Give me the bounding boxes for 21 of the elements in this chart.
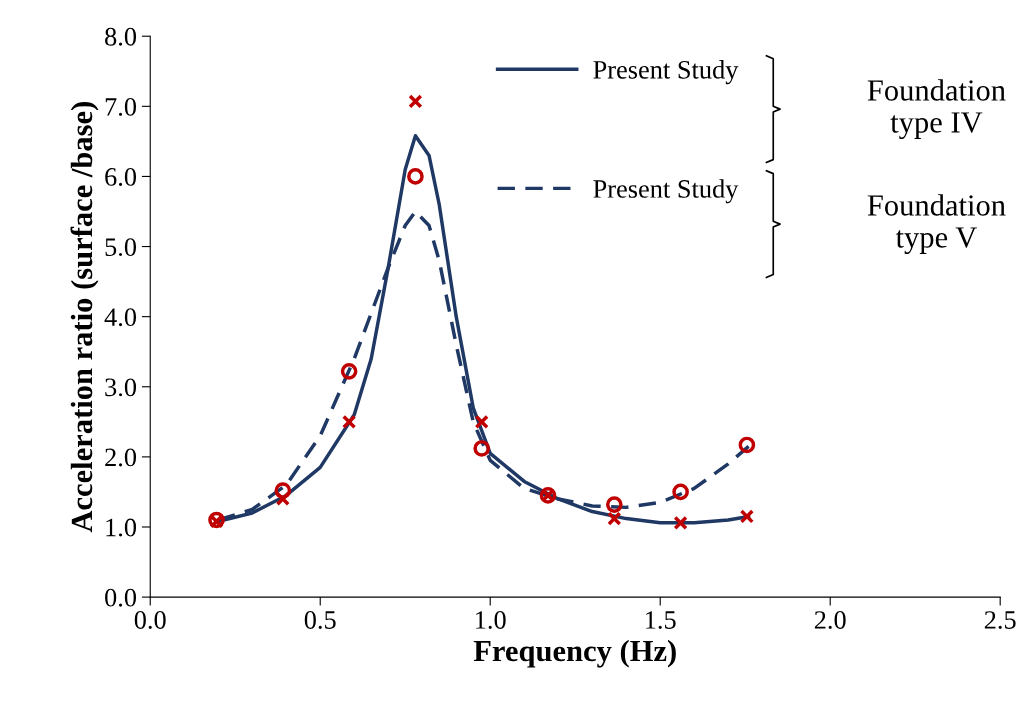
y-axis-title: Acceleration ratio (surface /base) [70, 102, 99, 533]
y-tick-label: 1.0 [106, 518, 137, 537]
annotation: Foundation type IV [867, 79, 1006, 139]
legend-label: Present Study [593, 179, 739, 204]
y-tick-label: 7.0 [105, 97, 137, 116]
x-tick-label: 1.0 [476, 611, 506, 629]
y-tick-label: 6.0 [105, 168, 137, 186]
y-tick-label: 0.0 [105, 588, 137, 607]
legend-label: Present Study [593, 60, 739, 85]
x-axis-title: Frequency (Hz) [473, 639, 676, 668]
x-tick-label: 0.0 [134, 611, 166, 629]
y-tick-label: 4.0 [104, 308, 137, 327]
x-tick-label: 1.5 [646, 611, 676, 629]
x-tick-label: 2.5 [984, 611, 1016, 629]
x-tick-label: 2.0 [814, 611, 846, 629]
y-tick-label: 5.0 [105, 238, 137, 257]
y-tick-label: 8.0 [105, 27, 137, 46]
x-tick-label: 0.5 [304, 611, 336, 629]
y-tick-label: 3.0 [105, 378, 137, 397]
y-tick-label: 2.0 [105, 448, 137, 467]
annotation: Foundation type V [867, 194, 1006, 254]
